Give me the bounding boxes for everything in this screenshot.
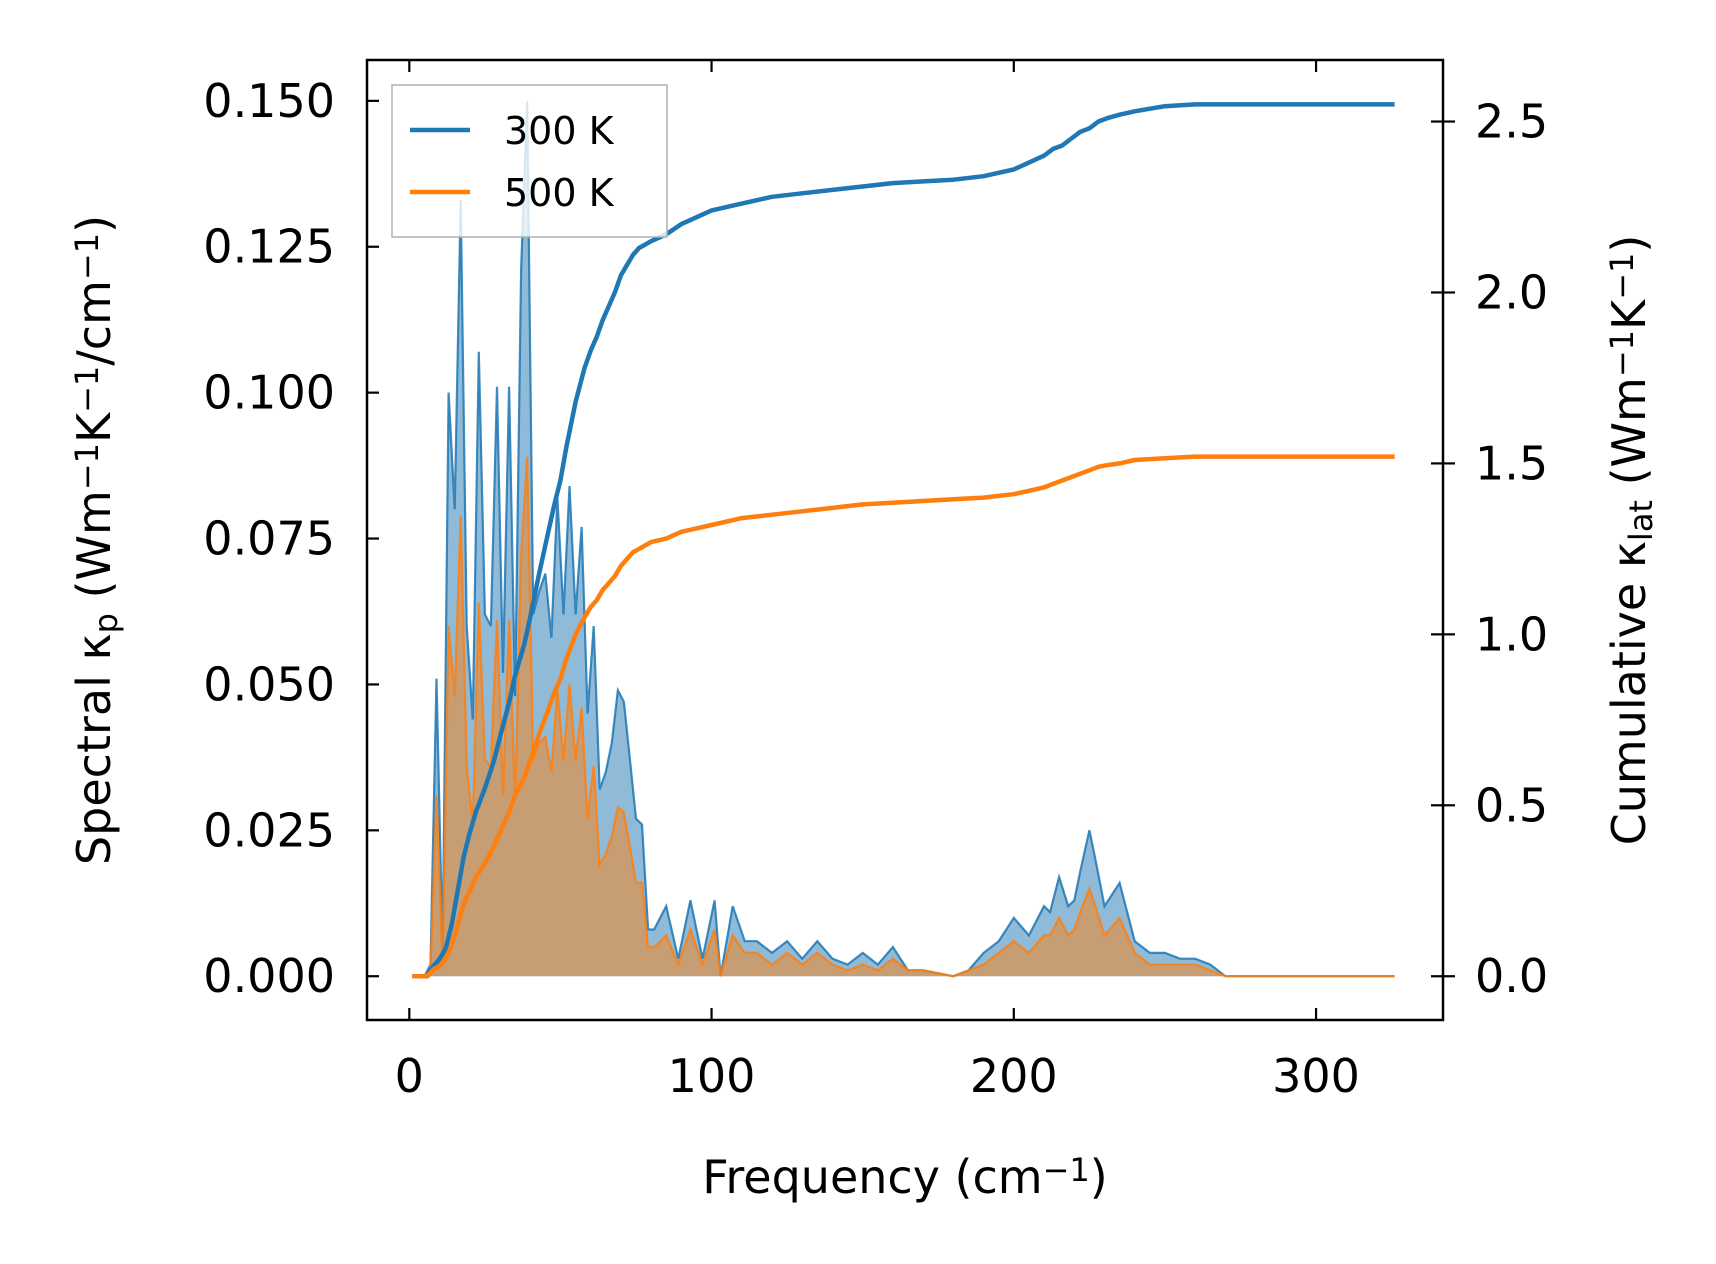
spectral-line-300K bbox=[412, 100, 1395, 978]
x-tick-label: 100 bbox=[668, 1049, 756, 1103]
y-left-tick-label: 0.150 bbox=[203, 74, 335, 128]
y-right-tick-label: 0.0 bbox=[1475, 949, 1548, 1003]
cumulative-line-500K bbox=[412, 454, 1395, 979]
y-right-tick-label: 2.5 bbox=[1475, 95, 1548, 149]
y-left-tick-label: 0.075 bbox=[203, 512, 335, 566]
y-left-tick-label: 0.125 bbox=[203, 220, 335, 274]
cumulative-line-300K bbox=[412, 102, 1395, 979]
y-right-tick-label: 1.5 bbox=[1475, 436, 1548, 490]
legend: 300 K 500 K bbox=[391, 84, 668, 238]
axes: 0 100 200 300 0.000 0.025 0.050 0.075 0.100 0.125… bbox=[67, 58, 1660, 1204]
x-axis-label: Frequency (cm−1) bbox=[702, 1150, 1107, 1204]
y-left-tick-label: 0.025 bbox=[203, 803, 335, 857]
legend-label: 500 K bbox=[504, 171, 615, 215]
plot-area bbox=[412, 100, 1395, 979]
legend-label: 300 K bbox=[504, 109, 615, 153]
plot-frame bbox=[365, 58, 1445, 1022]
spectral-fill-500K bbox=[412, 456, 1395, 977]
legend-box bbox=[391, 84, 668, 238]
spectral-line-500K bbox=[412, 456, 1395, 978]
y-left-axis-label: Spectral κp (Wm−1K−1/cm−1) bbox=[67, 215, 125, 865]
y-right-tick-label: 2.0 bbox=[1475, 265, 1548, 319]
y-left-tick-label: 0.100 bbox=[203, 366, 335, 420]
y-right-tick-label: 0.5 bbox=[1475, 778, 1548, 832]
x-tick-label: 200 bbox=[970, 1049, 1058, 1103]
y-right-axis-label: Cumulative κlat (Wm−1K−1) bbox=[1602, 235, 1660, 846]
x-tick-label: 300 bbox=[1272, 1049, 1360, 1103]
y-left-tick-label: 0.050 bbox=[203, 657, 335, 711]
y-right-tick-label: 1.0 bbox=[1475, 607, 1548, 661]
y-left-tick-label: 0.000 bbox=[203, 949, 335, 1003]
x-tick-label: 0 bbox=[395, 1049, 424, 1103]
